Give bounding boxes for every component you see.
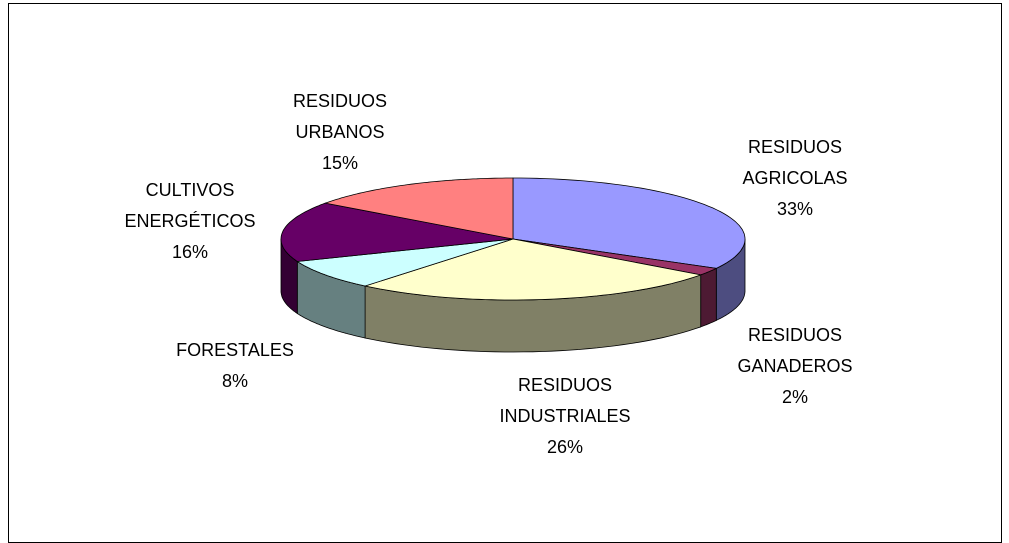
slice-label: RESIDUOS GANADEROS 2% [737, 320, 852, 413]
category-label: RESIDUOS GANADEROS [737, 325, 853, 376]
slice-label: RESIDUOS INDUSTRIALES 26% [499, 370, 630, 463]
slice-label: FORESTALES 8% [176, 335, 294, 397]
category-label: CULTIVOS ENERGÉTICOS [124, 180, 256, 231]
slice [512, 177, 746, 269]
value-label: 16% [171, 242, 209, 262]
category-label: RESIDUOS URBANOS [292, 91, 388, 142]
category-label: RESIDUOS INDUSTRIALES [499, 375, 631, 426]
slice [512, 238, 718, 276]
value-label: 2% [781, 387, 809, 407]
category-label: RESIDUOS AGRICOLAS [742, 137, 848, 188]
category-label: FORESTALES [176, 340, 294, 360]
value-label: 33% [776, 199, 814, 219]
slice [296, 238, 514, 287]
slice-side [700, 267, 717, 328]
slice [280, 202, 514, 262]
value-label: 15% [321, 153, 359, 173]
slice-label: CULTIVOS ENERGÉTICOS 16% [124, 175, 255, 268]
value-label: 26% [546, 437, 584, 457]
slice-label: RESIDUOS AGRICOLAS 33% [742, 132, 847, 225]
slice [325, 177, 514, 240]
slice-label: RESIDUOS URBANOS 15% [293, 86, 387, 179]
slice [363, 238, 703, 301]
value-label: 8% [221, 371, 249, 391]
